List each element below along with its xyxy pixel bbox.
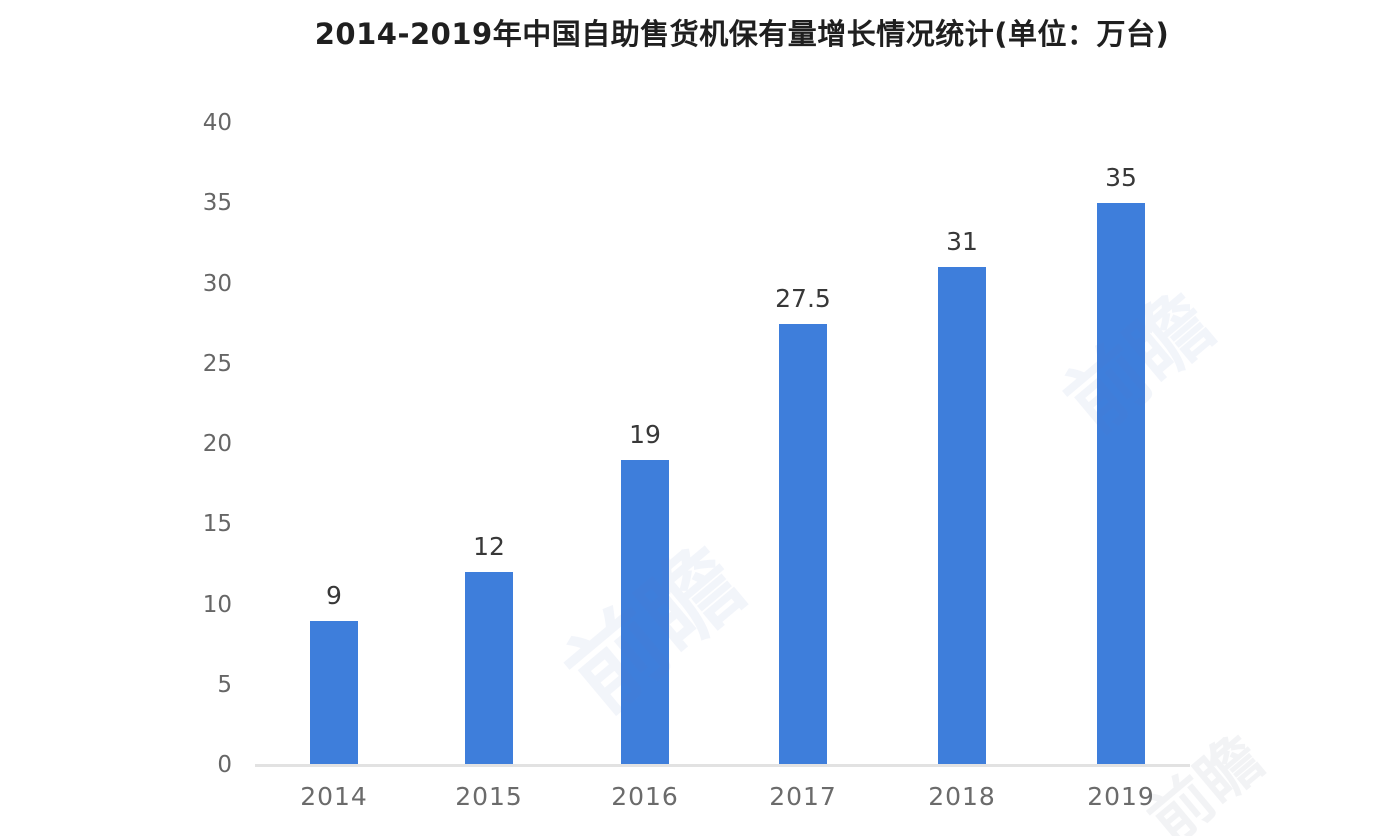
bar-2017: [779, 324, 827, 765]
bar-value-label: 9: [326, 581, 342, 610]
x-tick-label: 2019: [1087, 782, 1155, 811]
x-tick-label: 2014: [300, 782, 368, 811]
bar-2016: [621, 460, 669, 765]
x-tick-label: 2017: [769, 782, 837, 811]
bar-value-label: 19: [629, 420, 661, 449]
watermark: 前瞻: [1134, 721, 1277, 836]
y-tick-label: 40: [202, 110, 232, 136]
x-axis-line: [255, 764, 1190, 767]
x-tick-label: 2016: [611, 782, 679, 811]
bar-value-label: 35: [1105, 163, 1137, 192]
chart-title: 2014-2019年中国自助售货机保有量增长情况统计(单位：万台): [314, 17, 1170, 51]
bar-value-label: 31: [946, 227, 978, 256]
y-tick-label: 10: [202, 591, 232, 618]
y-tick-label: 5: [217, 671, 232, 698]
y-tick-label: 20: [202, 431, 232, 457]
bar-value-label: 12: [473, 532, 505, 561]
bar-2018: [938, 267, 986, 765]
bar-2019: [1097, 203, 1145, 765]
y-tick-label: 30: [202, 270, 232, 297]
bar-2014: [310, 621, 358, 765]
y-tick-label: 0: [217, 752, 232, 778]
x-tick-label: 2018: [928, 782, 996, 811]
y-tick-label: 15: [202, 511, 232, 538]
y-tick-label: 25: [202, 350, 232, 377]
x-tick-label: 2015: [455, 782, 523, 811]
bar-2015: [465, 572, 513, 765]
y-tick-label: 35: [202, 190, 232, 217]
bar-value-label: 27.5: [775, 284, 831, 313]
